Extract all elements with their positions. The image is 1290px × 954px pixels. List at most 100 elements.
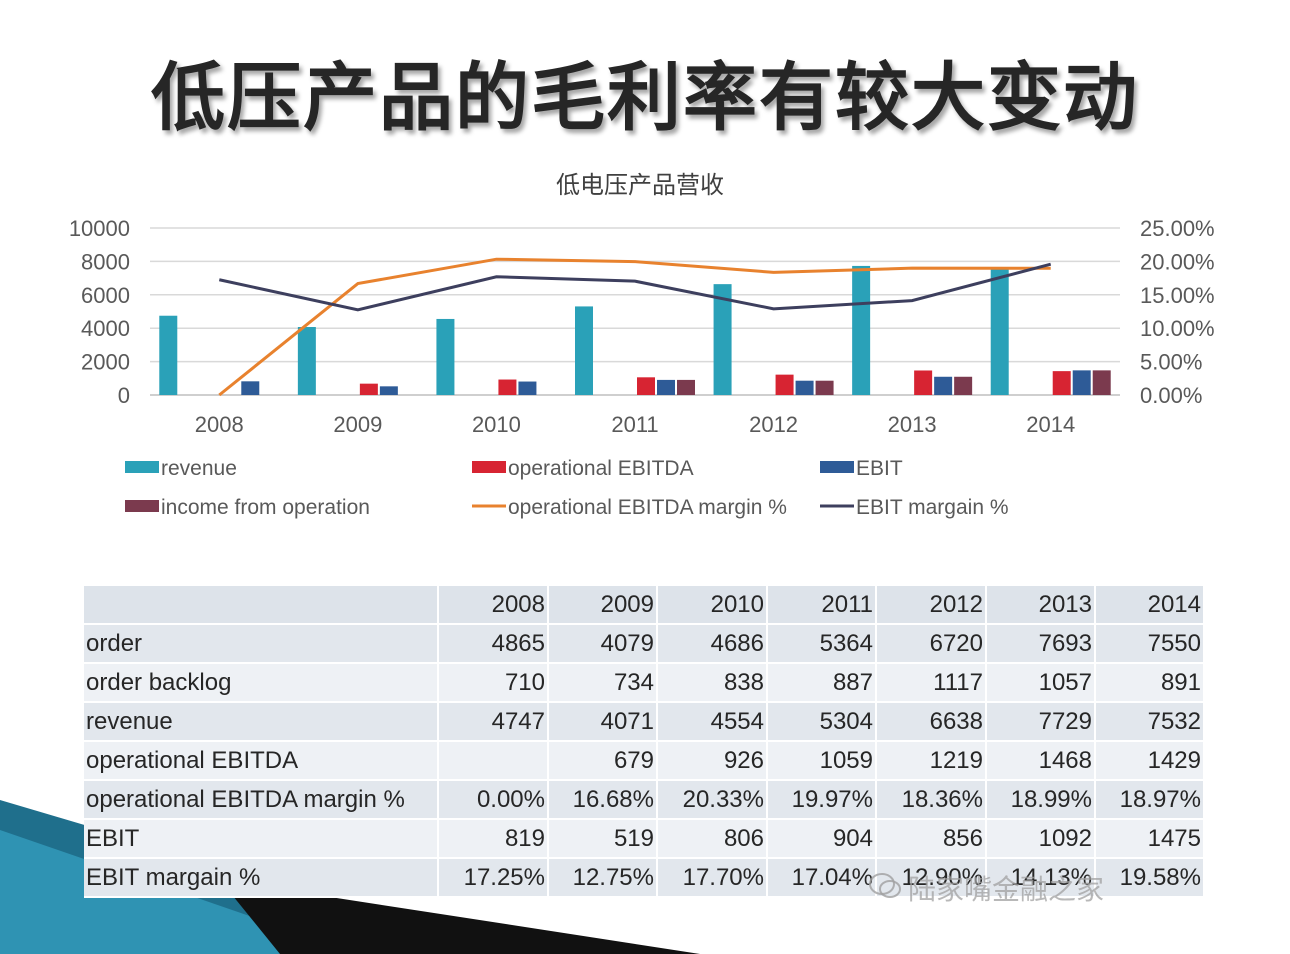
table-cell: 2014: [1095, 586, 1205, 625]
table-cell: 926: [657, 741, 768, 781]
watermark: 陆家嘴金融之家: [908, 868, 1104, 908]
table-cell: 7532: [1095, 702, 1205, 742]
table-cell: 838: [657, 663, 768, 703]
legend-label: operational EBITDA margin %: [508, 496, 787, 519]
table-cell: 6638: [876, 702, 987, 742]
right-tick-label: 5.00%: [1140, 350, 1202, 375]
table-cell: 4554: [657, 702, 768, 742]
table-cell: 2009: [548, 586, 658, 625]
row-label: revenue: [84, 702, 439, 742]
table-cell: 4079: [548, 624, 658, 664]
wechat-icon: [869, 873, 901, 898]
x-category-label: 2009: [333, 412, 382, 437]
table-cell: 2012: [876, 586, 987, 625]
legend-swatch: [820, 461, 854, 473]
watermark-text: 陆家嘴金融之家: [908, 873, 1105, 906]
bar-EBIT: [934, 376, 953, 395]
data-table: 2008 2009 2010 2011 2012 2013 2014 order 4865 407…: [84, 586, 1205, 898]
line-operational-EBITDA-margin-: [218, 257, 1051, 397]
gridlines: [150, 227, 1120, 396]
table-cell: 1057: [986, 663, 1096, 703]
slide-title: 低压产品的毛利率有较大变动: [151, 55, 1139, 141]
table-cell: 1059: [767, 741, 877, 781]
bar-revenue: [990, 269, 1009, 395]
legend-label: EBIT margain %: [856, 496, 1009, 519]
chart: 低电压产品营收 10000 8000 6000 4000 2000 0 25.00% 20.…: [69, 171, 1215, 519]
bar-income-from-operation: [954, 376, 973, 395]
bar-revenue: [575, 306, 593, 395]
table-cell: 1117: [876, 663, 987, 703]
bar-operational-EBITDA: [775, 374, 794, 395]
bar-revenue: [297, 327, 316, 395]
legend-label: operational EBITDA: [508, 457, 694, 480]
table-cell: 4865: [438, 624, 549, 664]
table-cell: 891: [1095, 663, 1205, 703]
bar-EBIT: [379, 386, 398, 395]
table-cell: 2010: [657, 586, 768, 625]
bar-EBIT: [1072, 370, 1091, 395]
table-cell: 0.00%: [438, 780, 549, 820]
table-cell: 1468: [986, 741, 1096, 781]
table-cell: 17.70%: [657, 858, 768, 898]
table-cell: 710: [438, 663, 549, 703]
bar-EBIT: [795, 380, 814, 395]
left-tick-label: 2000: [81, 350, 130, 375]
row-label: operational EBITDA margin %: [84, 780, 439, 820]
row-label: EBIT margain %: [84, 858, 439, 898]
x-category-label: 2011: [611, 412, 658, 437]
legend-label: income from operation: [161, 496, 370, 519]
table-cell: 2011: [767, 586, 877, 625]
line-EBIT-margain-: [218, 262, 1052, 312]
table-cell: 519: [548, 819, 658, 859]
x-category-label: 2010: [472, 412, 521, 437]
right-tick-label: 15.00%: [1140, 283, 1215, 308]
left-tick-label: 0: [118, 383, 130, 408]
table-cell: 1219: [876, 741, 987, 781]
table-row: order backlog 710 734 838 887 1117 1057 891: [84, 663, 1205, 703]
table-cell: 4071: [548, 702, 658, 742]
row-label: order backlog: [84, 663, 439, 703]
bar-revenue: [159, 315, 178, 395]
table-cell: 20.33%: [657, 780, 768, 820]
table-cell: 856: [876, 819, 987, 859]
table-cell: 17.25%: [438, 858, 549, 898]
bar-EBIT: [657, 379, 675, 395]
bar-EBIT: [518, 381, 537, 395]
table-cell: 904: [767, 819, 877, 859]
table-cell: 2008: [438, 586, 549, 625]
legend-label: EBIT: [856, 457, 903, 480]
table-cell: 734: [548, 663, 658, 703]
table-cell: 5364: [767, 624, 877, 664]
table-cell: 12.90%: [876, 858, 987, 898]
left-tick-label: 6000: [81, 283, 130, 308]
row-label: order: [84, 624, 439, 664]
left-axis-ticks: 10000 8000 6000 4000 2000 0: [69, 216, 130, 408]
table-cell: 679: [548, 741, 658, 781]
left-tick-label: 10000: [69, 216, 130, 241]
right-axis-ticks: 25.00% 20.00% 15.00% 10.00% 5.00% 0.00%: [1140, 216, 1215, 408]
table-cell: 887: [767, 663, 877, 703]
table-cell: 16.68%: [548, 780, 658, 820]
right-tick-label: 0.00%: [1140, 383, 1202, 408]
bar-income-from-operation: [1092, 370, 1111, 395]
table-cell: 7729: [986, 702, 1096, 742]
row-label: [84, 586, 439, 625]
bar-operational-EBITDA: [637, 377, 655, 395]
table-cell: 1429: [1095, 741, 1205, 781]
bar-operational-EBITDA: [914, 370, 933, 395]
table-cell: 5304: [767, 702, 877, 742]
left-tick-label: 8000: [81, 249, 130, 274]
x-category-label: 2014: [1026, 412, 1075, 437]
table-cell: 7693: [986, 624, 1096, 664]
table-cell: 4747: [438, 702, 549, 742]
table-cell: 19.97%: [767, 780, 877, 820]
table-cell: 17.04%: [767, 858, 877, 898]
bar-income-from-operation: [677, 379, 695, 395]
table-cell: 6720: [876, 624, 987, 664]
legend-swatch: [125, 461, 159, 473]
legend-swatch: [125, 500, 159, 512]
line-series: [218, 257, 1052, 397]
bar-revenue: [436, 318, 455, 395]
table-cell: 19.58%: [1095, 858, 1205, 898]
bar-revenue: [713, 284, 732, 395]
